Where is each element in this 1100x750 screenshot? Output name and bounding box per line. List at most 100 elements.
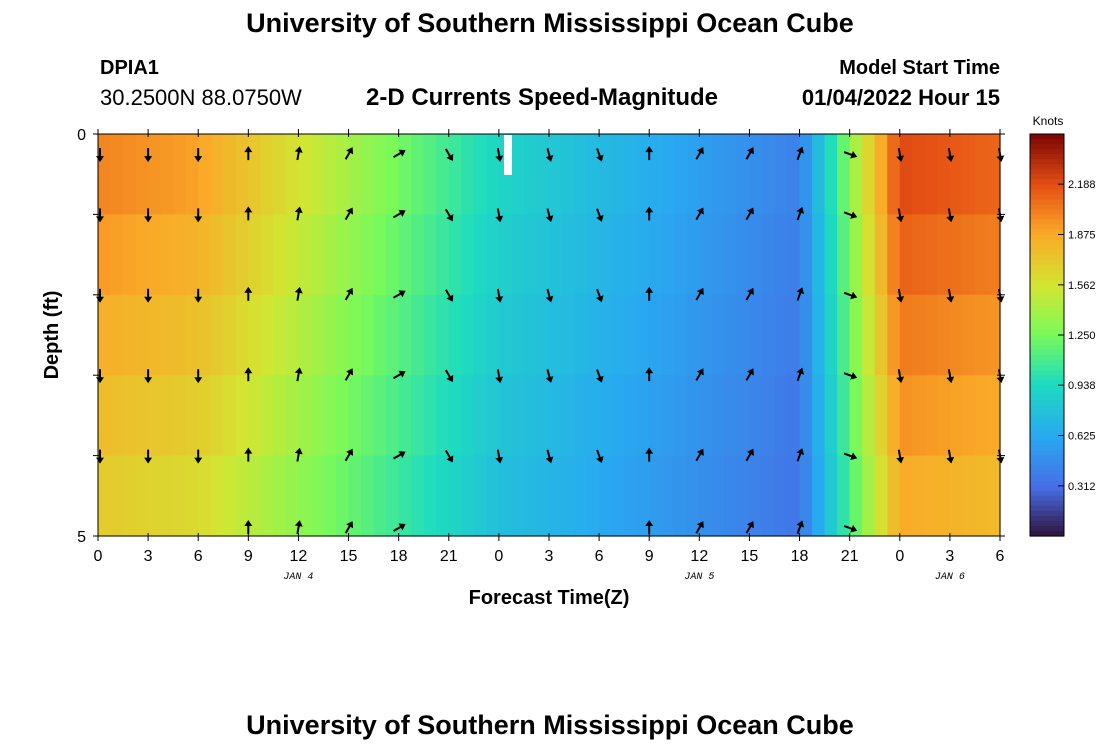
heatmap-cell [148, 375, 162, 457]
heatmap-cell [724, 134, 738, 215]
heatmap-cell [273, 214, 287, 296]
current-arrow [695, 448, 704, 462]
colorbar-segment [1030, 319, 1064, 326]
heatmap-cell [799, 214, 813, 296]
heatmap-cell [223, 294, 237, 376]
heatmap-cell [473, 375, 487, 457]
current-arrow [344, 448, 354, 462]
heatmap-cell [173, 134, 187, 215]
current-arrow [244, 286, 253, 301]
heatmap-cell [924, 294, 938, 376]
heatmap-cell [135, 134, 149, 215]
heatmap-cell [523, 455, 538, 537]
heatmap-cell [448, 455, 462, 537]
current-arrow [495, 148, 504, 162]
x-tick-label: 21 [440, 548, 458, 565]
heatmap-cell [98, 134, 112, 215]
heatmap-cell [436, 294, 450, 376]
current-arrow [896, 449, 905, 464]
current-arrow [244, 206, 253, 221]
current-arrow [194, 148, 203, 163]
colorbar-tick-label: 1.250 [1068, 330, 1096, 342]
heatmap-cell [586, 134, 600, 215]
heatmap-cell [173, 214, 187, 296]
colorbar-segment [1030, 179, 1064, 185]
colorbar-segment [1030, 475, 1064, 482]
heatmap-cell [787, 455, 801, 537]
heatmap-cell [336, 375, 350, 457]
heatmap-cell [448, 214, 462, 296]
heatmap-cell [787, 134, 801, 215]
station-coordinates: 30.2500N 88.0750W [100, 85, 302, 110]
heatmap-cell [486, 294, 500, 376]
x-tick-label: 3 [545, 548, 554, 565]
heatmap-cell [937, 214, 951, 296]
heatmap-cell [223, 375, 237, 457]
heatmap-cell [599, 294, 613, 376]
heatmap-cell [498, 214, 513, 296]
heatmap-cell [310, 134, 325, 215]
heatmap-cell [761, 294, 776, 376]
heatmap-cell [636, 455, 650, 537]
colorbar-segment [1030, 360, 1064, 366]
heatmap-cell [749, 375, 763, 457]
footer-title: University of Southern Mississippi Ocean… [246, 710, 854, 740]
heatmap-cell [561, 455, 575, 537]
heatmap-cell [210, 375, 224, 457]
heatmap-cell [423, 134, 437, 215]
current-arrow [244, 367, 253, 382]
colorbar-segment [1030, 400, 1064, 406]
heatmap-cell [974, 214, 989, 296]
heatmap-cell [574, 455, 588, 537]
colorbar-segment [1030, 144, 1064, 150]
colorbar-segment [1030, 264, 1064, 271]
heatmap-cell [849, 294, 863, 376]
colorbar-segment [1030, 455, 1064, 462]
x-tick-label: 6 [996, 548, 1005, 565]
current-arrow [144, 208, 153, 223]
heatmap-cell [511, 375, 525, 457]
heatmap-cell [498, 455, 513, 537]
heatmap-cell [711, 455, 725, 537]
heatmap-cell [248, 294, 262, 376]
colorbar: 2.188 1.875 1.562 1.250 0.938 0.625 0.312 [1029, 133, 1096, 537]
heatmap-cell [298, 294, 312, 376]
heatmap-cell [736, 134, 751, 215]
heatmap-cell [298, 455, 312, 537]
current-arrow [244, 520, 253, 534]
heatmap-cell [135, 214, 149, 296]
heatmap-cell [461, 375, 475, 457]
heatmap-cell [899, 294, 913, 376]
current-arrow [344, 207, 354, 221]
current-arrow [596, 449, 604, 464]
heatmap-cell [899, 214, 913, 296]
heatmap-cell [248, 134, 262, 215]
heatmap-cell [912, 375, 926, 457]
heatmap-cell [874, 294, 888, 376]
heatmap-cell [586, 294, 600, 376]
colorbar-segment [1030, 294, 1064, 301]
heatmap-cell [887, 214, 901, 296]
heatmap-cell [699, 134, 713, 215]
heatmap-cell [736, 455, 751, 537]
colorbar-segment [1030, 239, 1064, 246]
current-arrow [344, 287, 354, 301]
heatmap-cell [674, 375, 688, 457]
heatmap-cell [862, 214, 876, 296]
heatmap-cell [761, 455, 776, 537]
heatmap-cell [461, 455, 475, 537]
x-tick-label: 18 [390, 548, 408, 565]
heatmap-cell [699, 214, 713, 296]
heatmap-cell [699, 455, 713, 537]
heatmap-cell [298, 375, 312, 457]
heatmap-cell [273, 134, 287, 215]
heatmap-cell [624, 214, 638, 296]
heatmap-cell [837, 375, 851, 457]
heatmap-cell [686, 214, 700, 296]
current-arrow [896, 208, 905, 223]
heatmap-cell [361, 455, 375, 537]
current-arrow [896, 369, 905, 384]
heatmap-cell [636, 294, 650, 376]
heatmap-cell [298, 214, 312, 296]
colorbar-segment [1030, 500, 1064, 507]
